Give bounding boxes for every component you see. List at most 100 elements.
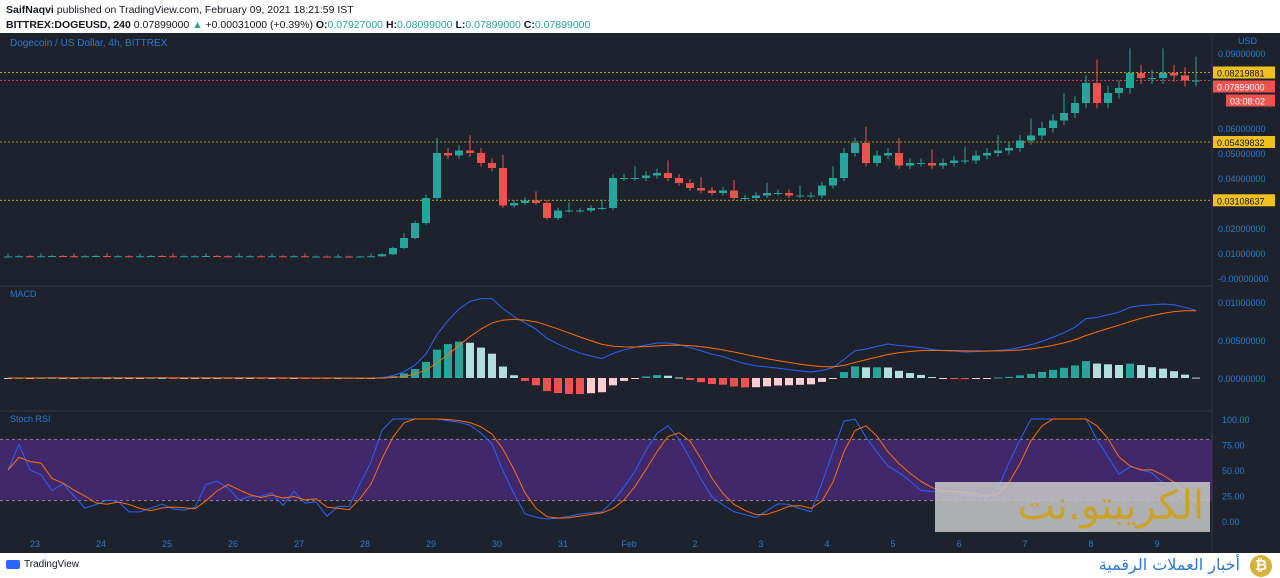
macd-histogram-bar (4, 378, 12, 379)
stoch-tick: 75.00 (1222, 441, 1245, 451)
candle (1016, 140, 1024, 148)
candle (521, 200, 529, 203)
macd-histogram-bar (147, 377, 155, 379)
macd-histogram-bar (1137, 365, 1145, 378)
macd-histogram-bar (81, 377, 89, 379)
level-label: 0.08219881 (1217, 69, 1265, 79)
high-label: H: (385, 19, 398, 31)
macd-histogram-bar (169, 378, 177, 379)
low-label: L: (455, 19, 466, 31)
macd-histogram-bar (554, 378, 562, 394)
price-tick: 0.09000000 (1218, 49, 1266, 59)
macd-line (7, 298, 1197, 379)
candle (664, 173, 672, 178)
macd-histogram-bar (565, 378, 573, 394)
currency-label: USD (1238, 36, 1258, 46)
candle (950, 160, 958, 163)
chart-svg[interactable]: Dogecoin / US Dollar, 4h, BITTREX USD MA… (0, 33, 1280, 553)
macd-histogram-bar (587, 378, 595, 394)
stoch-tick: 0.00 (1222, 517, 1240, 527)
macd-histogram-bar (433, 349, 441, 378)
time-axis-label: 3 (758, 539, 763, 549)
macd-histogram-bar (818, 378, 826, 382)
macd-histogram-bar (257, 378, 265, 379)
macd-histogram-bar (1005, 376, 1013, 378)
macd-histogram-bar (653, 375, 661, 378)
macd-histogram-bar (1071, 365, 1079, 378)
macd-histogram-bar (466, 342, 474, 378)
macd-histogram-bar (741, 378, 749, 388)
macd-histogram-bar (1049, 369, 1057, 378)
macd-tick: 0.00500000 (1218, 336, 1266, 346)
macd-histogram-bar (576, 378, 584, 395)
candle (1071, 103, 1079, 113)
macd-histogram-bar (1027, 373, 1035, 378)
time-axis-label: 25 (162, 539, 172, 549)
macd-histogram-bar (994, 377, 1002, 379)
macd-tick: 0.01000000 (1218, 298, 1266, 308)
macd-histogram-bar (950, 378, 958, 379)
footer: TradingView (0, 553, 1280, 578)
macd-histogram-bar (675, 377, 683, 379)
macd-histogram-bar (235, 378, 243, 379)
candle (389, 248, 397, 255)
macd-histogram-bar (290, 378, 298, 379)
candle (488, 163, 496, 168)
macd-histogram-bar (246, 378, 254, 379)
candle (609, 178, 617, 208)
macd-histogram-bar (719, 378, 727, 385)
publish-text: published on TradingView.com, February 0… (53, 4, 354, 16)
chart-title: Dogecoin / US Dollar, 4h, BITTREX (10, 38, 168, 49)
time-axis-label: 5 (890, 539, 895, 549)
macd-histogram-bar (917, 374, 925, 378)
candle (180, 256, 188, 258)
candle (48, 256, 56, 257)
close-value: 0.07899000 (534, 19, 591, 31)
candle (224, 256, 232, 258)
candle (1038, 128, 1046, 136)
candle (114, 256, 122, 258)
ohlc-bar: BITTREX:DOGEUSD, 240 0.07899000 ▲ +0.000… (6, 19, 590, 31)
macd-histogram-bar (763, 378, 771, 387)
time-axis-label: 30 (492, 539, 502, 549)
macd-histogram-bar (400, 373, 408, 378)
macd-histogram-bar (499, 366, 507, 378)
level-label: 0.05439832 (1217, 138, 1265, 148)
candle (4, 256, 12, 258)
candle (1060, 113, 1068, 121)
up-arrow-icon: ▲ (192, 19, 203, 31)
macd-histogram-bar (532, 378, 540, 386)
candle (1093, 83, 1101, 103)
stoch-tick: 100.00 (1222, 415, 1250, 425)
candle (939, 163, 947, 166)
candle (1049, 120, 1057, 128)
candle (532, 200, 540, 203)
change: +0.00031000 (+0.39%) (205, 19, 313, 31)
macd-histogram-bar (477, 347, 485, 378)
candle (1126, 73, 1134, 88)
chart-area[interactable]: Dogecoin / US Dollar, 4h, BITTREX USD MA… (0, 33, 1280, 553)
macd-histogram-bar (136, 378, 144, 379)
countdown-bg (1226, 94, 1275, 107)
macd-histogram-bar (1038, 371, 1046, 378)
candle (59, 256, 67, 257)
watermark: الكريبتو.نت (935, 482, 1210, 532)
macd-histogram-bar (1148, 367, 1156, 378)
macd-histogram-bar (961, 378, 969, 380)
last-price-label: 0.07899000 (1217, 83, 1265, 93)
candle (400, 238, 408, 248)
candle (345, 256, 353, 258)
candle (961, 160, 969, 162)
macd-histogram-bar (939, 378, 947, 379)
candle (906, 163, 914, 166)
candle (796, 195, 804, 197)
close-label: C: (523, 19, 535, 31)
candle (477, 153, 485, 163)
macd-histogram-bar (708, 378, 716, 385)
price-tick: 0.05000000 (1218, 149, 1266, 159)
macd-histogram-bar (1181, 374, 1189, 378)
stoch-tick: 25.00 (1222, 492, 1245, 502)
tradingview-logo[interactable]: TradingView (6, 559, 79, 570)
macd-histogram-bar (972, 378, 980, 379)
candle (70, 256, 78, 258)
